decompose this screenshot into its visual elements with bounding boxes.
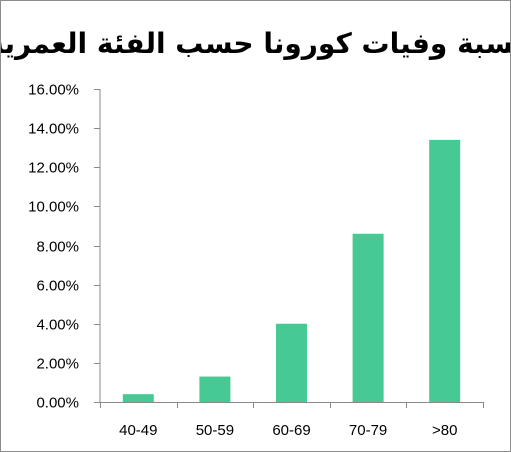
y-tick-label: 8.00%	[36, 239, 79, 256]
y-tick-label: 16.00%	[28, 82, 79, 99]
bar	[199, 376, 231, 402]
y-tick-label: 4.00%	[36, 317, 79, 334]
bar	[352, 233, 384, 402]
bar	[276, 323, 307, 402]
y-axis: 0.00% 2.00% 4.00% 6.00% 8.00% 10.00% 12.00% 14.…	[28, 82, 101, 412]
y-tick-label: 14.00%	[28, 121, 79, 138]
bars	[122, 139, 461, 403]
chart-title: نسبة وفيات كورونا حسب الفئة العمرية	[1, 27, 510, 60]
y-tick-label: 6.00%	[36, 278, 79, 295]
x-tick-label: >80	[432, 422, 457, 439]
x-tick-label: 60-69	[272, 422, 310, 439]
x-tick-label: 50-59	[196, 422, 234, 439]
y-tick-label: 12.00%	[28, 160, 79, 177]
bar	[122, 394, 154, 402]
y-tick-label: 2.00%	[36, 356, 79, 373]
x-axis: 40-49 50-59 60-69 70-79 >80	[100, 402, 484, 439]
x-tick-label: 70-79	[349, 422, 387, 439]
bar	[429, 139, 461, 403]
y-tick-label: 0.00%	[36, 395, 79, 412]
y-tick-label: 10.00%	[28, 199, 79, 216]
x-tick-label: 40-49	[119, 422, 157, 439]
